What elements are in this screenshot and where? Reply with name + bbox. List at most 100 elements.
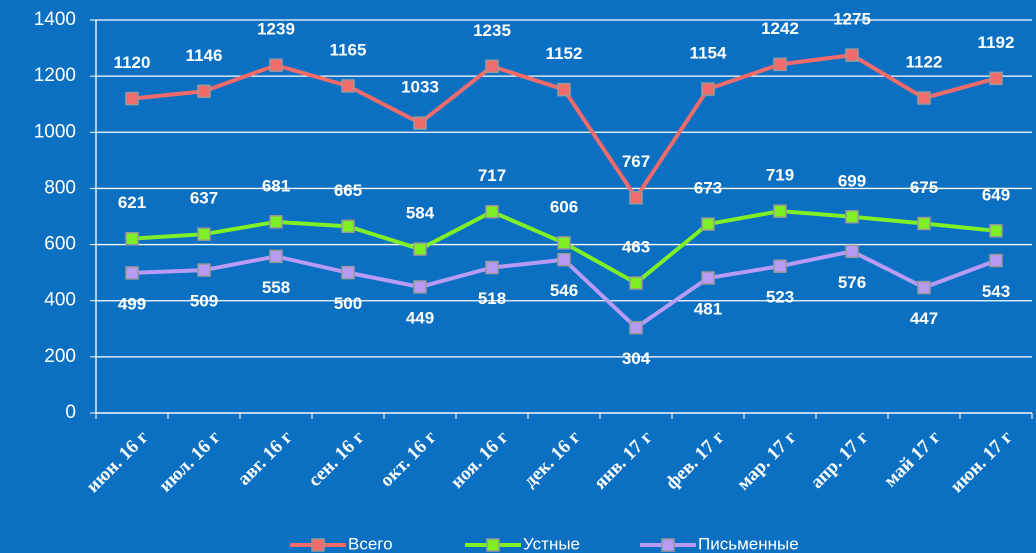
marker [701, 82, 715, 96]
legend-marker [311, 538, 325, 552]
data-label: 546 [550, 281, 578, 300]
marker [197, 84, 211, 99]
marker [701, 271, 715, 285]
data-label: 558 [262, 278, 290, 297]
data-label: 449 [406, 308, 434, 327]
data-label: 518 [478, 289, 506, 308]
marker [773, 57, 787, 72]
marker [269, 215, 283, 229]
marker [269, 58, 283, 72]
marker [341, 79, 355, 93]
x-tick-label: ноя. 16 г [447, 427, 513, 493]
marker [485, 59, 499, 74]
data-label: 304 [622, 349, 651, 368]
data-label: 1146 [186, 46, 223, 65]
x-tick-label: дек. 16 г [520, 427, 585, 492]
data-label: 673 [694, 179, 722, 198]
data-label: 1154 [690, 44, 727, 63]
legend-marker [661, 538, 675, 552]
legend-marker [486, 538, 500, 552]
data-label: 1033 [401, 78, 439, 97]
marker [413, 242, 427, 256]
data-label: 717 [478, 166, 506, 185]
marker [989, 224, 1003, 238]
data-label: 1275 [833, 10, 871, 29]
y-tick-label: 1400 [34, 9, 76, 30]
data-label: 665 [334, 181, 362, 200]
data-label: 1242 [761, 19, 799, 38]
y-tick-label: 200 [44, 346, 76, 367]
marker [341, 219, 355, 234]
data-label: 621 [118, 193, 146, 212]
y-tick-label: 1200 [34, 65, 76, 86]
data-label: 500 [334, 294, 362, 313]
data-label: 681 [262, 176, 290, 195]
data-label: 543 [982, 282, 1010, 301]
data-label: 499 [118, 294, 146, 313]
data-label: 1235 [473, 21, 511, 40]
marker [269, 249, 283, 264]
marker [125, 91, 139, 106]
x-tick-label: фев. 17 г [662, 427, 729, 494]
data-label: 463 [622, 238, 650, 257]
x-tick-label: апр. 17 г [806, 427, 872, 493]
data-label: 1192 [978, 33, 1015, 52]
marker [557, 82, 571, 97]
marker [413, 116, 427, 130]
marker [485, 260, 499, 275]
x-tick-label: июн. 16 г [82, 427, 152, 497]
y-tick-label: 600 [44, 234, 76, 255]
x-tick-label: сен. 16 г [304, 427, 369, 492]
x-tick-label: окт. 16 г [376, 427, 441, 492]
marker [341, 265, 355, 280]
x-tick-label: май 17 г [880, 427, 945, 492]
data-label: 637 [190, 189, 218, 208]
data-label: 699 [838, 171, 866, 190]
marker [845, 210, 859, 224]
marker [917, 216, 931, 231]
marker [629, 276, 643, 290]
marker [197, 227, 211, 241]
marker [773, 204, 787, 218]
data-label: 1120 [114, 53, 151, 72]
data-label: 1239 [257, 20, 295, 39]
marker [629, 190, 643, 205]
data-label: 649 [982, 185, 1010, 204]
marker [125, 231, 139, 246]
marker [629, 320, 643, 335]
y-tick-label: 0 [65, 402, 76, 423]
marker [917, 280, 931, 295]
x-tick-label: янв. 17 г [590, 427, 657, 494]
data-label: 1165 [330, 40, 367, 59]
marker [845, 244, 859, 259]
marker [845, 48, 859, 62]
x-tick-label: июн. 17 г [946, 427, 1016, 497]
data-label: 447 [910, 309, 938, 328]
marker [989, 253, 1003, 268]
y-tick-label: 1000 [34, 121, 76, 142]
data-label: 606 [550, 197, 578, 216]
data-label: 523 [766, 288, 794, 307]
x-tick-label: июл. 16 г [155, 427, 225, 497]
y-tick-label: 800 [44, 177, 76, 198]
data-label: 576 [838, 273, 866, 292]
x-tick-label: мар. 17 г [733, 427, 801, 495]
marker [197, 263, 211, 277]
marker [989, 71, 1003, 86]
legend-label: Устные [523, 534, 580, 553]
data-label: 767 [622, 152, 650, 171]
marker [773, 259, 787, 273]
marker [485, 204, 499, 219]
data-label: 719 [766, 166, 794, 185]
legend-label: Письменные [698, 534, 799, 553]
data-label: 675 [910, 178, 938, 197]
marker [413, 280, 427, 294]
data-label: 584 [406, 204, 435, 223]
marker [917, 91, 931, 105]
data-label: 509 [190, 292, 218, 311]
marker [557, 236, 571, 250]
legend-label: Всего [348, 534, 393, 553]
x-tick-label: авг. 16 г [234, 427, 297, 490]
marker [125, 266, 139, 280]
